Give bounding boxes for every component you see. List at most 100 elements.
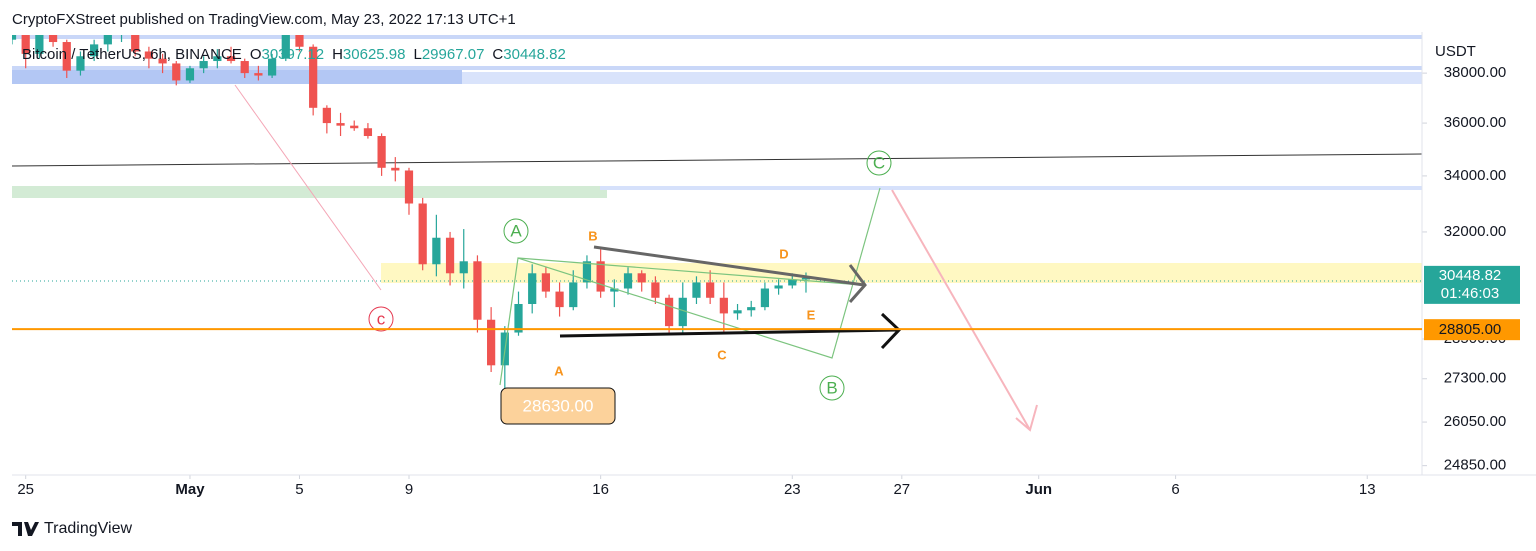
- label-box: [500, 387, 616, 425]
- candle-body: [158, 58, 167, 64]
- y-tick-label: 32000.00: [1444, 223, 1507, 240]
- candle-body: [760, 288, 770, 308]
- y-tick-label: 34000.00: [1444, 167, 1507, 184]
- candle-body: [350, 125, 359, 129]
- candle-body: [240, 61, 249, 74]
- candle-body: [21, 35, 30, 54]
- price-tag-label: 28805.00: [1439, 321, 1502, 338]
- wave-path: [517, 257, 863, 286]
- zone: [12, 70, 462, 84]
- x-tick-label: 27: [893, 481, 910, 498]
- candle-body: [185, 68, 195, 81]
- x-tick-label: May: [175, 481, 205, 498]
- candle-body: [774, 285, 783, 289]
- candle-body: [719, 297, 728, 314]
- low-label: 28630.00: [523, 396, 594, 415]
- ohlc-key: O: [250, 46, 262, 63]
- wave-path: [499, 187, 881, 386]
- ohlc-value: 29967.07: [422, 46, 485, 63]
- candle-body: [254, 73, 263, 76]
- triangle-label: A: [554, 363, 564, 378]
- candle-body: [281, 35, 290, 59]
- candle-body: [404, 170, 414, 204]
- zone: [462, 72, 1422, 84]
- zone: [12, 66, 1422, 70]
- logo: [12, 522, 39, 536]
- footer-text: TradingView: [44, 520, 132, 537]
- triangle-label: C: [717, 347, 727, 362]
- zone: [600, 186, 1422, 190]
- wave-label: C: [873, 153, 885, 172]
- x-tick-label: 16: [592, 481, 609, 498]
- last-price-tag: [1424, 265, 1520, 304]
- zone: [12, 186, 607, 198]
- candle-body: [610, 288, 619, 292]
- header: CryptoFXStreet published on TradingView.…: [12, 11, 516, 28]
- candle-body: [596, 261, 605, 292]
- arrow-head: [1015, 404, 1038, 432]
- candle-body: [473, 261, 482, 320]
- symbol: Bitcoin / TetherUS, 6h, BINANCE: [22, 46, 242, 63]
- drawings: A B C c A B C D E 28630.00: [368, 150, 1038, 432]
- candle-body: [213, 56, 222, 62]
- wave-circle: [866, 150, 892, 176]
- candle-body: [569, 282, 578, 308]
- candle-body: [623, 273, 633, 289]
- countdown: 01:46:03: [1441, 285, 1499, 302]
- x-tick-label: Jun: [1025, 481, 1052, 498]
- x-tick-label: 6: [1171, 481, 1179, 498]
- x-tick-label: 5: [295, 481, 303, 498]
- candle-body: [706, 282, 715, 298]
- candle-body: [35, 35, 44, 54]
- candle-body: [103, 35, 112, 45]
- candle-body: [514, 303, 523, 333]
- x-tick-label: 13: [1359, 481, 1376, 498]
- candle-body: [637, 273, 646, 283]
- ohlc-value: 30397.12: [262, 46, 325, 63]
- wave-label: B: [826, 378, 837, 397]
- candle-body: [788, 279, 797, 286]
- ohlc-key: H: [332, 46, 343, 63]
- x-tick-label: 23: [784, 481, 801, 498]
- candle-body: [678, 297, 687, 327]
- candle-body: [336, 123, 345, 126]
- legend: Bitcoin / TetherUS, 6h, BINANCE O 30397.1…: [22, 46, 566, 63]
- candle-body: [418, 203, 427, 265]
- last-price-label: 30448.82: [1439, 267, 1502, 284]
- candle-body: [76, 56, 85, 71]
- y-tick-label: 36000.00: [1444, 114, 1507, 131]
- ohlc-value: 30448.82: [503, 46, 566, 63]
- price-tag: [1424, 319, 1520, 341]
- candle-body: [322, 107, 331, 124]
- wave-circle: [503, 218, 529, 244]
- candle-body: [199, 61, 208, 69]
- candle-body: [295, 35, 304, 47]
- candle-body: [144, 51, 153, 59]
- triangle-line: [559, 328, 899, 338]
- candle-body: [377, 136, 386, 168]
- ohlc-key: L: [414, 46, 422, 63]
- zone: [381, 263, 1422, 283]
- candle-body: [172, 63, 181, 81]
- candle-body: [90, 44, 99, 57]
- wave-circle: [819, 375, 845, 401]
- candle-body: [62, 42, 71, 71]
- x-tick-label: 9: [405, 481, 413, 498]
- candle-body: [801, 277, 811, 280]
- trend-line: [234, 84, 382, 291]
- currency: USDT: [1435, 43, 1476, 60]
- y-tick-label: 26050.00: [1444, 413, 1507, 430]
- candle-body: [541, 273, 550, 292]
- candle-body: [267, 58, 277, 76]
- candle-body: [692, 282, 701, 298]
- candle-body: [582, 261, 592, 283]
- drawings: [11, 35, 1423, 291]
- candle-body: [555, 291, 564, 308]
- candle-body: [12, 35, 17, 40]
- y-tick-label: 38000.00: [1444, 64, 1507, 81]
- y-tick-label: 27300.00: [1444, 370, 1507, 387]
- candle-body: [733, 310, 742, 314]
- candle-body: [487, 319, 496, 366]
- footer: TradingView: [12, 520, 132, 537]
